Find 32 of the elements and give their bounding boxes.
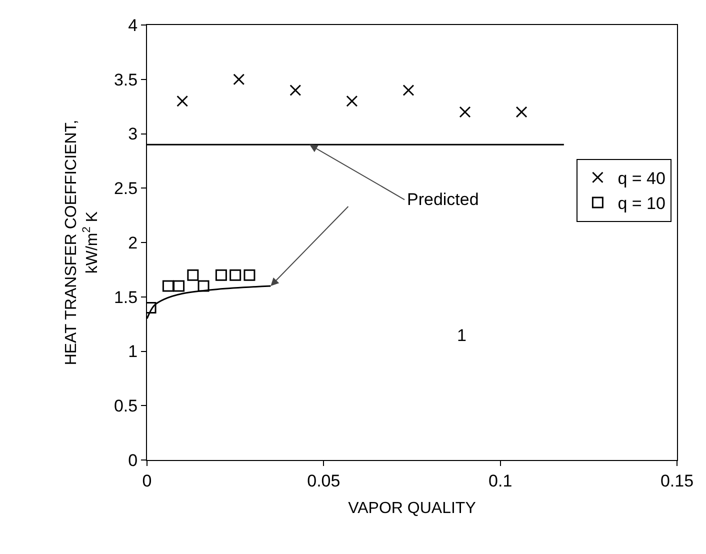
point xyxy=(162,280,174,292)
point xyxy=(290,84,302,96)
point xyxy=(459,106,471,118)
point xyxy=(215,269,227,281)
annotation: Predicted xyxy=(407,190,479,209)
point xyxy=(244,269,256,281)
x-tick-label: 0.1 xyxy=(488,471,512,490)
point xyxy=(233,74,245,86)
x-tick-label: 0.05 xyxy=(307,471,340,490)
point xyxy=(173,280,185,292)
point xyxy=(346,95,358,107)
y-tick-label: 4 xyxy=(128,16,138,35)
y-tick-label: 0.5 xyxy=(114,396,138,416)
legend-label: q = 40 xyxy=(618,168,666,188)
x-tick-label: 0 xyxy=(142,471,152,490)
y-tick-label: 0 xyxy=(128,450,138,470)
x-tick-label: 0.15 xyxy=(660,471,694,490)
x-axis-title: VAPOR QUALITY xyxy=(348,500,476,518)
point xyxy=(187,269,199,281)
y-tick-label: 2.5 xyxy=(114,179,138,198)
point xyxy=(176,95,188,107)
point xyxy=(198,280,210,292)
y-tick-label: 3 xyxy=(128,124,138,144)
point xyxy=(516,106,528,118)
y-tick-label: 3.5 xyxy=(114,70,138,90)
annotation: 1 xyxy=(457,326,466,345)
y-tick-label: 2 xyxy=(128,233,138,252)
point xyxy=(402,84,414,96)
legend-label: q = 10 xyxy=(618,194,666,214)
point xyxy=(230,269,242,281)
y-tick-label: 1.5 xyxy=(114,288,138,307)
y-tick-label: 1 xyxy=(128,342,138,362)
